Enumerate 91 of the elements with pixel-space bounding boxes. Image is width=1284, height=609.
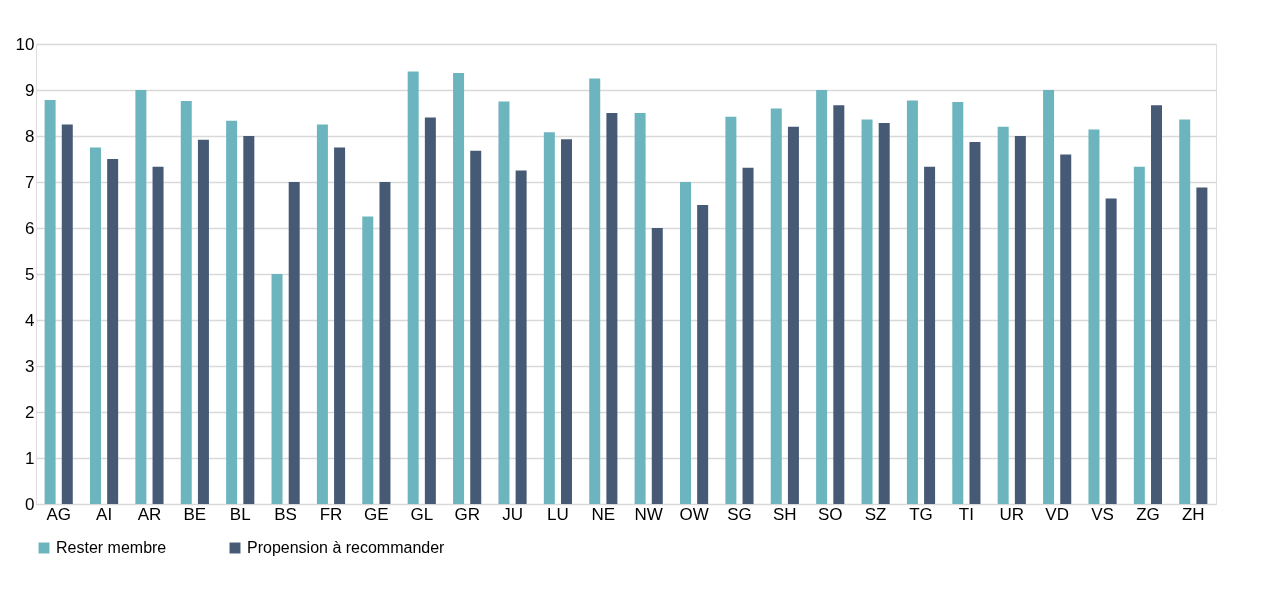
y-tick-label: 7 (25, 172, 35, 192)
y-tick-label: 6 (25, 218, 35, 238)
bar (288, 182, 300, 504)
bar (89, 147, 101, 504)
y-tick-label: 1 (25, 448, 35, 468)
y-tick-label: 0 (25, 494, 35, 514)
bar (316, 124, 328, 504)
bar (1088, 129, 1100, 504)
legend-label: Rester membre (56, 539, 167, 556)
y-tick-label: 10 (15, 34, 35, 54)
bar (770, 108, 782, 504)
bar (407, 71, 419, 504)
bar (924, 166, 936, 504)
x-tick-label: AI (96, 504, 113, 524)
bar (334, 147, 346, 504)
bar (424, 117, 436, 504)
x-tick-label: SH (773, 504, 797, 524)
bar (906, 100, 918, 504)
bar (878, 123, 890, 504)
bar (606, 113, 618, 504)
x-tick-label: TI (958, 504, 974, 524)
x-tick-label: BL (229, 504, 251, 524)
bar (997, 126, 1009, 504)
bar (969, 141, 981, 504)
x-tick-label: NW (634, 504, 663, 524)
x-tick-label: VS (1091, 504, 1114, 524)
bar (742, 167, 754, 504)
y-tick-label: 9 (25, 80, 35, 100)
y-tick-label: 2 (25, 402, 35, 422)
y-tick-label: 5 (25, 264, 35, 284)
bar (1133, 166, 1145, 504)
x-tick-label: ZH (1181, 504, 1205, 524)
bar (107, 159, 119, 504)
bar (61, 124, 73, 504)
y-tick-label: 8 (25, 126, 35, 146)
bar (152, 166, 164, 504)
bar (180, 101, 192, 504)
bar (679, 182, 691, 504)
bar (787, 126, 799, 504)
x-tick-label: BS (274, 504, 297, 524)
x-tick-label: BE (183, 504, 207, 524)
x-tick-label: AG (46, 504, 71, 524)
bar (1196, 187, 1208, 504)
bar (515, 170, 527, 504)
y-tick-label: 4 (25, 310, 35, 330)
x-tick-label: JU (502, 504, 523, 524)
bar (697, 205, 709, 504)
x-tick-label: VD (1045, 504, 1069, 524)
bar (1105, 198, 1117, 504)
bar (1043, 90, 1055, 504)
bar (226, 120, 238, 504)
bar (725, 116, 737, 504)
bar (861, 119, 873, 504)
bar (651, 228, 663, 504)
bar (379, 182, 391, 504)
bar (362, 216, 374, 504)
x-tick-label: LU (547, 504, 569, 524)
x-tick-label: GL (410, 504, 434, 524)
bar (543, 132, 555, 504)
x-tick-label: SZ (864, 504, 887, 524)
x-tick-label: SO (817, 504, 843, 524)
x-tick-label: AR (137, 504, 162, 524)
bar (44, 100, 56, 504)
bar (561, 139, 573, 504)
x-tick-label: NE (591, 504, 616, 524)
x-tick-label: ZG (1136, 504, 1160, 524)
bar (634, 113, 646, 504)
bar (1060, 154, 1072, 504)
legend-label: Propension à recommander (247, 539, 446, 556)
x-tick-label: OW (679, 504, 709, 524)
bar (816, 90, 828, 504)
x-tick-label: SG (727, 504, 752, 524)
x-tick-label: FR (319, 504, 343, 524)
bar (453, 72, 465, 504)
bar (833, 105, 845, 504)
bar (589, 78, 601, 504)
bar (1014, 136, 1026, 504)
y-tick-label: 3 (25, 356, 35, 376)
bar (470, 150, 482, 504)
bar (952, 101, 964, 504)
bar (271, 274, 283, 504)
bar (1151, 105, 1163, 504)
bar (135, 90, 147, 504)
x-tick-label: GR (454, 504, 480, 524)
bar (498, 101, 510, 504)
x-tick-label: TG (909, 504, 933, 524)
bar (197, 139, 209, 504)
x-tick-label: GE (364, 504, 389, 524)
bar (1179, 119, 1191, 504)
x-tick-label: UR (999, 504, 1025, 524)
bar (243, 136, 255, 504)
